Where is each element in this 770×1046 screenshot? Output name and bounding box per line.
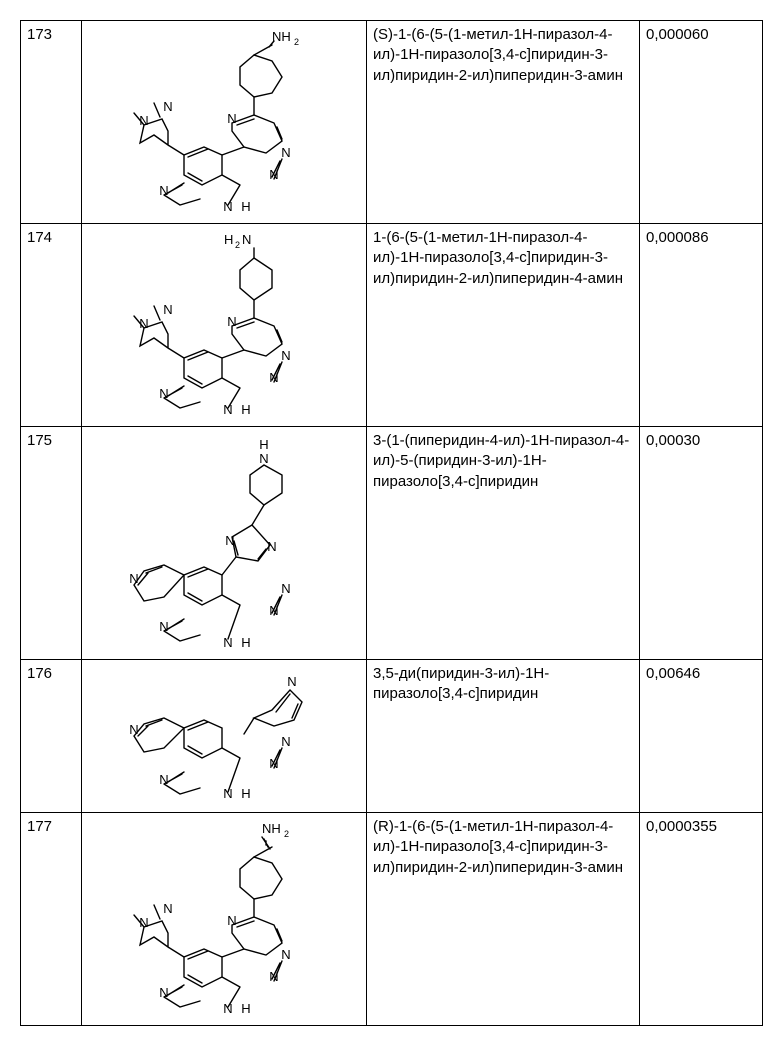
svg-text:H: H (241, 1001, 250, 1016)
svg-text:N: N (281, 734, 290, 749)
compound-name: 1-(6-(5-(1-метил-1H-пиразол-4-ил)-1H-пир… (367, 224, 640, 427)
compound-name: 3-(1-(пиперидин-4-ил)-1H-пиразол-4-ил)-5… (367, 427, 640, 660)
svg-text:N: N (159, 183, 168, 198)
svg-text:N: N (281, 581, 290, 596)
svg-text:N: N (227, 913, 236, 928)
svg-text:NH: NH (272, 29, 291, 44)
compound-value: 0,00646 (640, 660, 763, 813)
svg-text:N: N (223, 199, 232, 214)
compound-value: 0,0000355 (640, 813, 763, 1026)
svg-text:H: H (259, 437, 268, 452)
svg-text:N: N (163, 302, 172, 317)
structure-drawing: H2NNNNNNNNH (104, 230, 344, 420)
svg-text:N: N (259, 451, 268, 466)
svg-text:N: N (139, 113, 148, 128)
table-row: 174H2NNNNNNNNH1-(6-(5-(1-метил-1H-пиразо… (21, 224, 763, 427)
table-row: 173NH2NNNNNNNH(S)-1-(6-(5-(1-метил-1H-пи… (21, 21, 763, 224)
svg-text:H: H (241, 635, 250, 650)
svg-text:N: N (281, 947, 290, 962)
svg-text:N: N (139, 915, 148, 930)
svg-text:N: N (227, 314, 236, 329)
svg-text:N: N (163, 901, 172, 916)
svg-text:N: N (225, 533, 234, 548)
svg-text:H: H (224, 232, 233, 247)
compound-id: 177 (21, 813, 82, 1026)
table-row: 175HNNNNNNNNH3-(1-(пиперидин-4-ил)-1H-пи… (21, 427, 763, 660)
svg-text:N: N (159, 386, 168, 401)
compound-id: 174 (21, 224, 82, 427)
table-row: 177NH2NNNNNNNH(R)-1-(6-(5-(1-метил-1H-пи… (21, 813, 763, 1026)
svg-text:N: N (223, 402, 232, 417)
svg-text:H: H (241, 199, 250, 214)
compound-structure: NH2NNNNNNNH (82, 813, 367, 1026)
svg-text:N: N (269, 370, 278, 385)
svg-text:N: N (159, 985, 168, 1000)
svg-text:N: N (269, 756, 278, 771)
svg-text:2: 2 (235, 240, 240, 250)
svg-text:N: N (159, 619, 168, 634)
svg-text:N: N (227, 111, 236, 126)
structure-drawing: NH2NNNNNNNH (104, 819, 344, 1019)
compound-id: 173 (21, 21, 82, 224)
compound-name: (S)-1-(6-(5-(1-метил-1H-пиразол-4-ил)-1H… (367, 21, 640, 224)
compound-name: (R)-1-(6-(5-(1-метил-1H-пиразол-4-ил)-1H… (367, 813, 640, 1026)
compound-structure: NH2NNNNNNNH (82, 21, 367, 224)
svg-text:N: N (163, 99, 172, 114)
compound-id: 176 (21, 660, 82, 813)
compound-id: 175 (21, 427, 82, 660)
compound-value: 0,000086 (640, 224, 763, 427)
svg-text:NH: NH (262, 821, 281, 836)
compound-name: 3,5-ди(пиридин-3-ил)-1H-пиразоло[3,4-c]п… (367, 660, 640, 813)
structure-drawing: HNNNNNNNNH (104, 433, 344, 653)
svg-text:N: N (281, 145, 290, 160)
structure-drawing: NH2NNNNNNNH (104, 27, 344, 217)
svg-text:2: 2 (284, 829, 289, 839)
svg-text:N: N (287, 674, 296, 689)
table-row: 176NNNNNNH3,5-ди(пиридин-3-ил)-1H-пиразо… (21, 660, 763, 813)
svg-text:N: N (129, 722, 138, 737)
svg-text:N: N (223, 786, 232, 801)
svg-text:N: N (139, 316, 148, 331)
svg-text:N: N (223, 1001, 232, 1016)
svg-text:N: N (129, 571, 138, 586)
compound-table: 173NH2NNNNNNNH(S)-1-(6-(5-(1-метил-1H-пи… (20, 20, 763, 1026)
compound-structure: HNNNNNNNNH (82, 427, 367, 660)
structure-drawing: NNNNNNH (104, 666, 344, 806)
svg-text:N: N (267, 539, 276, 554)
compound-value: 0,000060 (640, 21, 763, 224)
svg-text:N: N (281, 348, 290, 363)
compound-structure: NNNNNNH (82, 660, 367, 813)
svg-text:N: N (242, 232, 251, 247)
svg-text:N: N (223, 635, 232, 650)
svg-text:N: N (159, 772, 168, 787)
svg-text:2: 2 (294, 37, 299, 47)
compound-value: 0,00030 (640, 427, 763, 660)
svg-text:N: N (269, 167, 278, 182)
svg-text:N: N (269, 969, 278, 984)
page: 173NH2NNNNNNNH(S)-1-(6-(5-(1-метил-1H-пи… (20, 20, 750, 1026)
svg-text:H: H (241, 402, 250, 417)
compound-structure: H2NNNNNNNNH (82, 224, 367, 427)
svg-text:H: H (241, 786, 250, 801)
svg-text:N: N (269, 603, 278, 618)
